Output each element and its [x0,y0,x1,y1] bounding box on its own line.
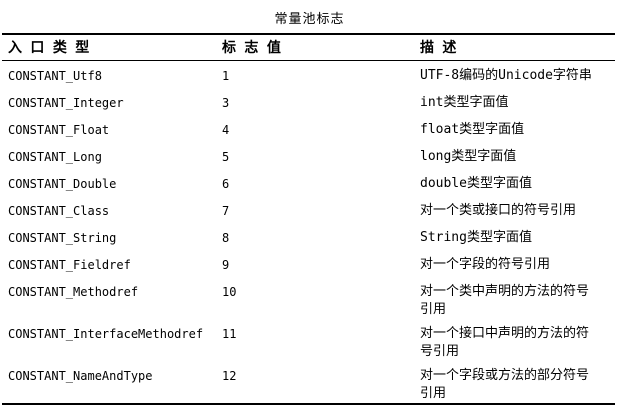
tag-value-cell: 8 [222,230,230,245]
table-row: CONSTANT_Utf8 1 UTF-8编码的Unicode字符串 [2,61,615,88]
entry-type-cell: CONSTANT_Long [8,149,102,164]
header-row: 入 口 类 型 标 志 值 描 述 [2,34,615,61]
table-row: CONSTANT_NameAndType 12 对一个字段或方法的部分符号 引用 [2,361,615,404]
header-tag-value: 标 志 值 [216,34,414,61]
table-row: CONSTANT_Long 5 long类型字面值 [2,142,615,169]
header-description: 描 述 [414,34,615,61]
description-cell: double类型字面值 [420,175,532,191]
table-row: CONSTANT_Methodref 10 对一个类中声明的方法的符号 引用 [2,277,615,319]
entry-type-cell: CONSTANT_Class [8,203,110,218]
constant-pool-tags-table: 入 口 类 型 标 志 值 描 述 CONSTANT_Utf8 1 UTF-8编码的… [2,33,615,405]
tag-value-cell: 3 [222,95,230,110]
table-row: CONSTANT_String 8 String类型字面值 [2,223,615,250]
table-title: 常量池标志 [274,12,345,27]
header-entry-type: 入 口 类 型 [2,34,216,61]
description-cell: 对一个字段或方法的部分符号 引用 [420,367,590,401]
description-cell: 对一个类中声明的方法的符号 引用 [420,283,590,317]
entry-type-cell: CONSTANT_Float [8,122,110,137]
description-cell: UTF-8编码的Unicode字符串 [420,68,592,83]
description-cell: 对一个字段的符号引用 [420,256,551,272]
table-row: CONSTANT_Double 6 double类型字面值 [2,169,615,196]
tag-value-cell: 12 [222,368,237,383]
entry-type-cell: CONSTANT_NameAndType [8,368,153,383]
entry-type-cell: CONSTANT_Integer [8,95,124,110]
tag-value-cell: 5 [222,149,230,164]
table-row: CONSTANT_Class 7 对一个类或接口的符号引用 [2,196,615,223]
tag-value-cell: 1 [222,69,230,83]
description-cell: float类型字面值 [420,121,525,137]
tag-value-cell: 10 [222,284,237,299]
description-cell: long类型字面值 [420,148,517,164]
table-row: CONSTANT_Integer 3 int类型字面值 [2,88,615,115]
entry-type-cell: CONSTANT_Methodref [8,284,139,299]
table-body: CONSTANT_Utf8 1 UTF-8编码的Unicode字符串 CONSTANT… [2,61,615,404]
table-row: CONSTANT_Float 4 float类型字面值 [2,115,615,142]
tag-value-cell: 7 [222,203,230,218]
tag-value-cell: 4 [222,122,230,137]
description-cell: int类型字面值 [420,94,509,110]
table-row: CONSTANT_InterfaceMethodref 11 对一个接口中声明的方法… [2,319,615,361]
entry-type-cell: CONSTANT_Utf8 [8,69,102,83]
tag-value-cell: 9 [222,257,230,272]
description-cell: 对一个接口中声明的方法的符 号引用 [420,325,590,359]
tag-value-cell: 6 [222,176,230,191]
entry-type-cell: CONSTANT_String [8,230,117,245]
entry-type-cell: CONSTANT_InterfaceMethodref [8,326,204,341]
description-cell: 对一个类或接口的符号引用 [420,202,577,218]
entry-type-cell: CONSTANT_Fieldref [8,257,131,272]
description-cell: String类型字面值 [420,229,532,245]
entry-type-cell: CONSTANT_Double [8,176,117,191]
tag-value-cell: 11 [222,326,237,341]
table-row: CONSTANT_Fieldref 9 对一个字段的符号引用 [2,250,615,277]
